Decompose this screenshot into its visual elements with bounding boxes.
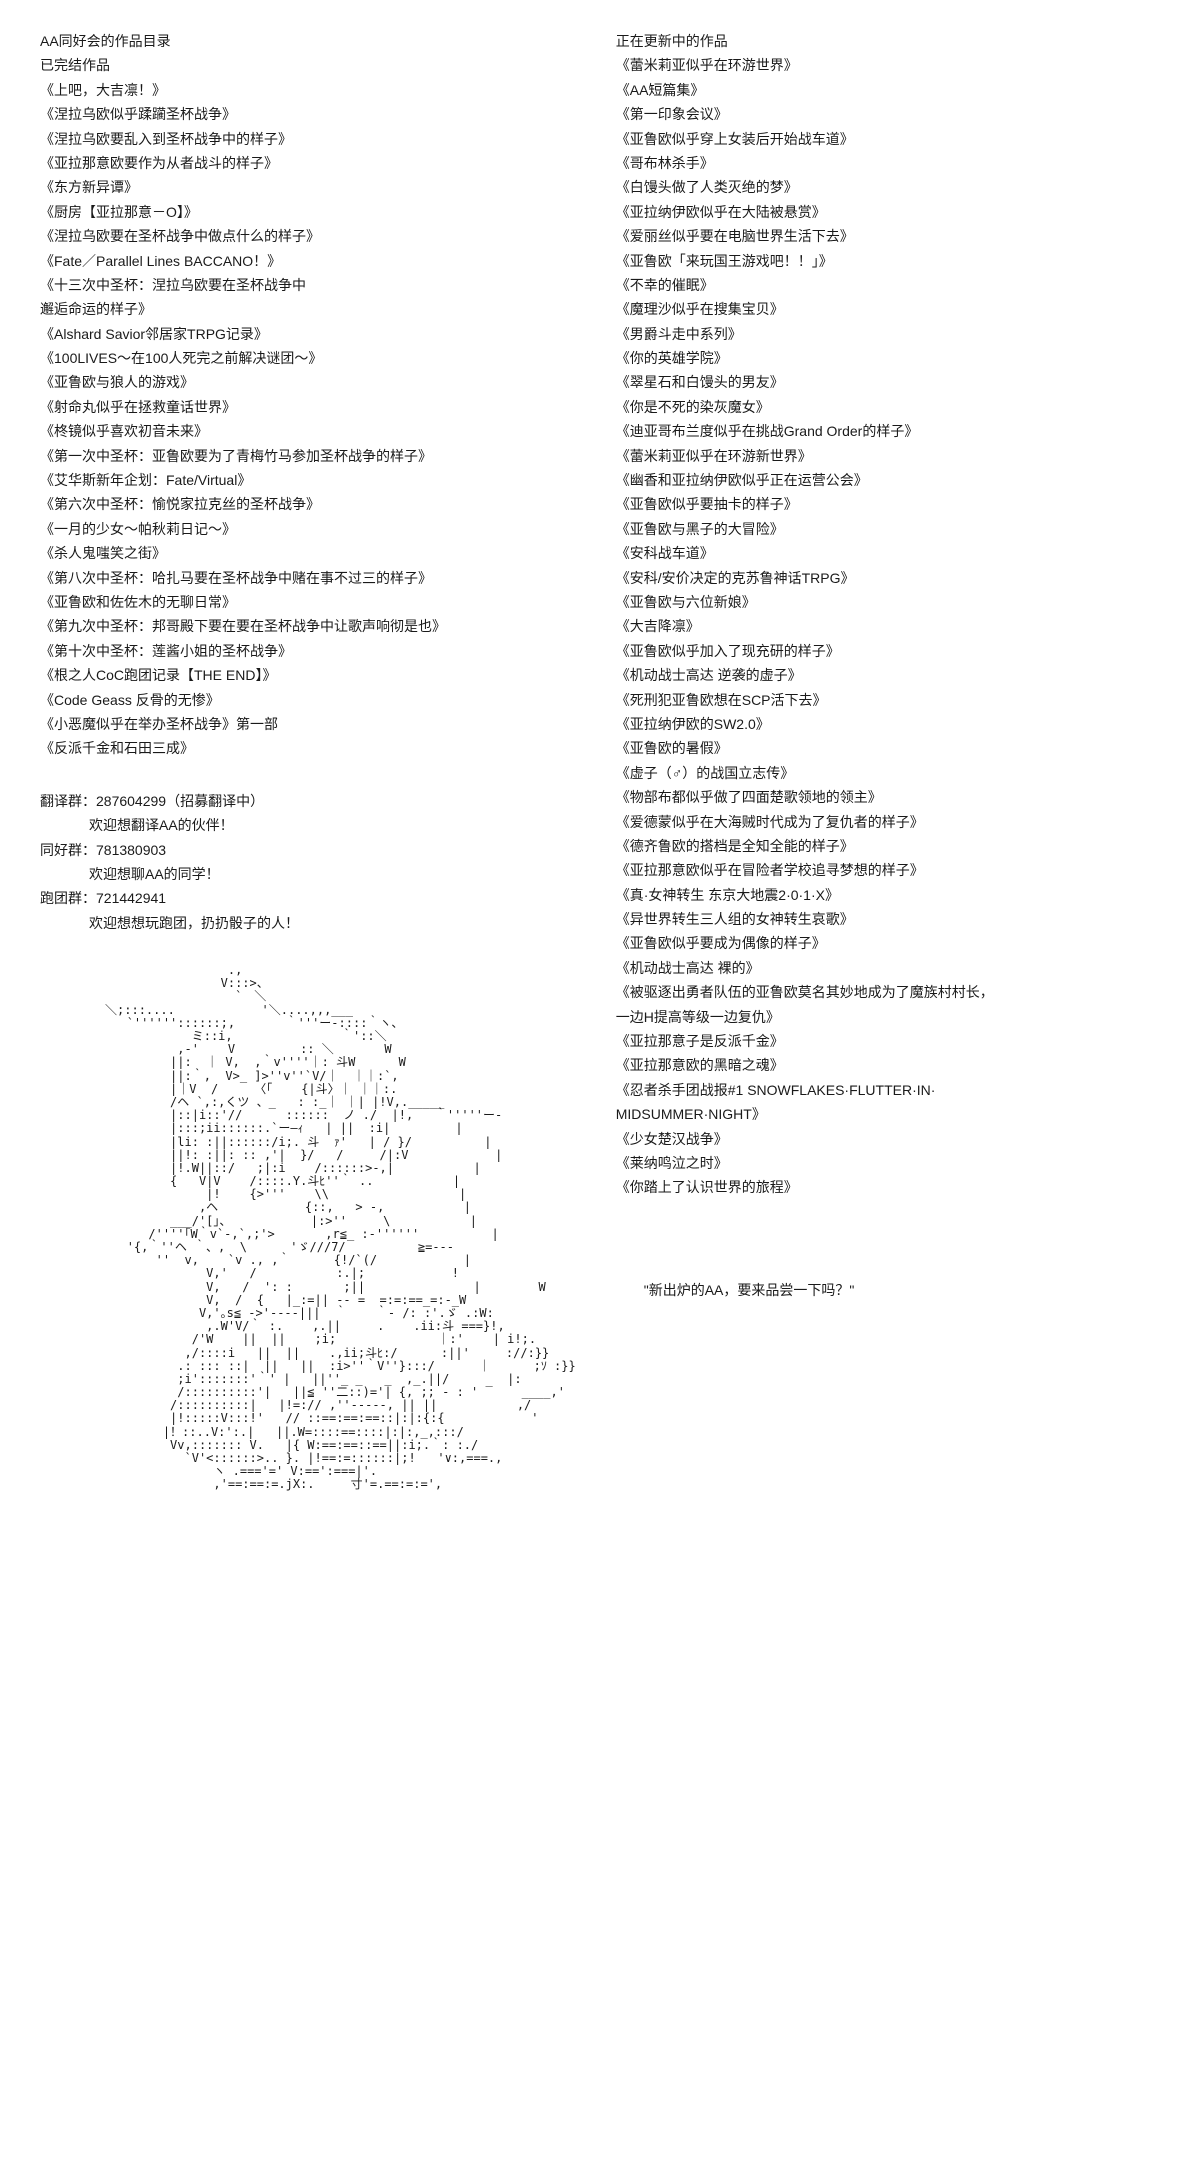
work-item: 《爱丽丝似乎要在电脑世界生活下去》 <box>616 225 1162 247</box>
updating-list: 《蕾米莉亚似乎在环游世界》《AA短篇集》《第一印象会议》《亚鲁欧似乎穿上女装后开… <box>616 54 1162 1198</box>
work-item: 《厨房【亚拉那意－O】》 <box>40 201 576 223</box>
work-item: 《白馒头做了人类灭绝的梦》 <box>616 176 1162 198</box>
work-item: 一边H提高等级一边复仇》 <box>616 1006 1162 1028</box>
work-item: 《第一印象会议》 <box>616 103 1162 125</box>
group-line: 翻译群：287604299（招募翻译中） <box>40 790 576 812</box>
work-item: 《德齐鲁欧的搭档是全知全能的样子》 <box>616 835 1162 857</box>
work-item: 《亚拉那意欧的黑暗之魂》 <box>616 1054 1162 1076</box>
left-column: AA同好会的作品目录 已完结作品 《上吧，大吉凛！》《涅拉乌欧似乎蹂躏圣杯战争》… <box>40 30 576 1492</box>
right-column: 正在更新中的作品 《蕾米莉亚似乎在环游世界》《AA短篇集》《第一印象会议》《亚鲁… <box>616 30 1162 1492</box>
work-item: 《被驱逐出勇者队伍的亚鲁欧莫名其妙地成为了魔族村村长， <box>616 981 1162 1003</box>
work-item: 《上吧，大吉凛！》 <box>40 79 576 101</box>
catalog-header: AA同好会的作品目录 <box>40 30 576 52</box>
group-line: 跑团群：721442941 <box>40 887 576 909</box>
work-item: 《男爵斗走中系列》 <box>616 323 1162 345</box>
work-item: 《哥布林杀手》 <box>616 152 1162 174</box>
work-item: 《小恶魔似乎在举办圣杯战争》第一部 <box>40 713 576 735</box>
work-item: 《Fate／Parallel Lines BACCANO！》 <box>40 250 576 272</box>
work-item: 《你是不死的染灰魔女》 <box>616 396 1162 418</box>
work-item: 《第一次中圣杯：亚鲁欧要为了青梅竹马参加圣杯战争的样子》 <box>40 445 576 467</box>
work-item: 《亚鲁欧与狼人的游戏》 <box>40 371 576 393</box>
work-item: 《亚鲁欧「来玩国王游戏吧！！」》 <box>616 250 1162 272</box>
work-item: 《蕾米莉亚似乎在环游世界》 <box>616 54 1162 76</box>
group-sub: 欢迎想想玩跑团，扔扔骰子的人！ <box>40 912 576 934</box>
updating-title: 正在更新中的作品 <box>616 30 1162 52</box>
work-item: 《十三次中圣杯：涅拉乌欧要在圣杯战争中 <box>40 274 576 296</box>
work-item: 《根之人CoC跑团记录【THE END】》 <box>40 664 576 686</box>
work-item: 《涅拉乌欧似乎蹂躏圣杯战争》 <box>40 103 576 125</box>
work-item: 《第十次中圣杯：莲酱小姐的圣杯战争》 <box>40 640 576 662</box>
work-item: 《第六次中圣杯：愉悦家拉克丝的圣杯战争》 <box>40 493 576 515</box>
work-item: 《一月的少女～帕秋莉日记～》 <box>40 518 576 540</box>
work-item: 《亚鲁欧似乎穿上女装后开始战车道》 <box>616 128 1162 150</box>
work-item: 《虚子（♂）的战国立志传》 <box>616 762 1162 784</box>
work-item: 《安科/安价决定的克苏鲁神话TRPG》 <box>616 567 1162 589</box>
work-item: 《不幸的催眠》 <box>616 274 1162 296</box>
work-item: 《机动战士高达 逆袭的虚子》 <box>616 664 1162 686</box>
work-item: 《你踏上了认识世界的旅程》 <box>616 1176 1162 1198</box>
group-line: 同好群：781380903 <box>40 839 576 861</box>
work-item: 《你的英雄学院》 <box>616 347 1162 369</box>
work-item: 《亚鲁欧的暑假》 <box>616 737 1162 759</box>
work-item: 《亚拉纳伊欧的SW2.0》 <box>616 713 1162 735</box>
work-item: 《真·女神转生 东京大地震2·0·1·X》 <box>616 884 1162 906</box>
work-item: 《涅拉乌欧要乱入到圣杯战争中的样子》 <box>40 128 576 150</box>
work-item: 《亚鲁欧与黑子的大冒险》 <box>616 518 1162 540</box>
work-item: 《亚鲁欧似乎要成为偶像的样子》 <box>616 932 1162 954</box>
work-item: 《柊镜似乎喜欢初音未来》 <box>40 420 576 442</box>
work-item: 《亚鲁欧似乎加入了现充研的样子》 <box>616 640 1162 662</box>
work-item: 《爱德蒙似乎在大海贼时代成为了复仇者的样子》 <box>616 811 1162 833</box>
work-item: 《少女楚汉战争》 <box>616 1128 1162 1150</box>
work-item: 《亚拉那意欧要作为从者战斗的样子》 <box>40 152 576 174</box>
work-item: 《杀人鬼嗤笑之街》 <box>40 542 576 564</box>
group-info: 翻译群：287604299（招募翻译中）欢迎想翻译AA的伙伴！ 同好群：78138… <box>40 790 576 934</box>
work-item: 《安科战车道》 <box>616 542 1162 564</box>
work-item: 《异世界转生三人组的女神转生哀歌》 <box>616 908 1162 930</box>
work-item: 《魔理沙似乎在搜集宝贝》 <box>616 298 1162 320</box>
completed-title: 已完结作品 <box>40 54 576 76</box>
main-columns: AA同好会的作品目录 已完结作品 《上吧，大吉凛！》《涅拉乌欧似乎蹂躏圣杯战争》… <box>40 30 1162 1492</box>
work-item: 《亚鲁欧和佐佐木的无聊日常》 <box>40 591 576 613</box>
quote: "新出炉的AA，要来品尝一下吗？" <box>616 1279 1162 1301</box>
work-item: 《蕾米莉亚似乎在环游新世界》 <box>616 445 1162 467</box>
work-item: 《亚拉纳伊欧似乎在大陆被悬赏》 <box>616 201 1162 223</box>
group-sub: 欢迎想翻译AA的伙伴！ <box>40 814 576 836</box>
work-item: 《亚鲁欧与六位新娘》 <box>616 591 1162 613</box>
completed-list: 《上吧，大吉凛！》《涅拉乌欧似乎蹂躏圣杯战争》《涅拉乌欧要乱入到圣杯战争中的样子… <box>40 79 576 760</box>
work-item: 《机动战士高达 裸的》 <box>616 957 1162 979</box>
work-item: 《东方新异谭》 <box>40 176 576 198</box>
work-item: 《大吉降凛》 <box>616 615 1162 637</box>
work-item: MIDSUMMER·NIGHT》 <box>616 1103 1162 1125</box>
work-item: 《幽香和亚拉纳伊欧似乎正在运营公会》 <box>616 469 1162 491</box>
work-item: 《Alshard Savior邻居家TRPG记录》 <box>40 323 576 345</box>
work-item: 《翠星石和白馒头的男友》 <box>616 371 1162 393</box>
work-item: 《艾华斯新年企划：Fate/Virtual》 <box>40 469 576 491</box>
work-item: 邂逅命运的样子》 <box>40 298 576 320</box>
work-item: 《100LIVES～在100人死完之前解决谜团～》 <box>40 347 576 369</box>
work-item: 《死刑犯亚鲁欧想在SCP活下去》 <box>616 689 1162 711</box>
work-item: 《亚鲁欧似乎要抽卡的样子》 <box>616 493 1162 515</box>
work-item: 《Code Geass 反骨的无惨》 <box>40 689 576 711</box>
work-item: 《射命丸似乎在拯救童话世界》 <box>40 396 576 418</box>
ascii-art: ., V:::>、 ` ＼ ＼;:::.... '＼....,,,___ `''… <box>40 964 576 1492</box>
group-sub: 欢迎想聊AA的同学！ <box>40 863 576 885</box>
work-item: 《涅拉乌欧要在圣杯战争中做点什么的样子》 <box>40 225 576 247</box>
work-item: 《迪亚哥布兰度似乎在挑战Grand Order的样子》 <box>616 420 1162 442</box>
work-item: 《第九次中圣杯：邦哥殿下要在要在圣杯战争中让歌声响彻是也》 <box>40 615 576 637</box>
work-item: 《忍者杀手团战报#1 SNOWFLAKES·FLUTTER·IN· <box>616 1079 1162 1101</box>
work-item: 《亚拉那意子是反派千金》 <box>616 1030 1162 1052</box>
work-item: 《亚拉那意欧似乎在冒险者学校追寻梦想的样子》 <box>616 859 1162 881</box>
work-item: 《第八次中圣杯：哈扎马要在圣杯战争中赌在事不过三的样子》 <box>40 567 576 589</box>
work-item: 《莱纳鸣泣之时》 <box>616 1152 1162 1174</box>
work-item: 《AA短篇集》 <box>616 79 1162 101</box>
work-item: 《反派千金和石田三成》 <box>40 737 576 759</box>
work-item: 《物部布都似乎做了四面楚歌领地的领主》 <box>616 786 1162 808</box>
